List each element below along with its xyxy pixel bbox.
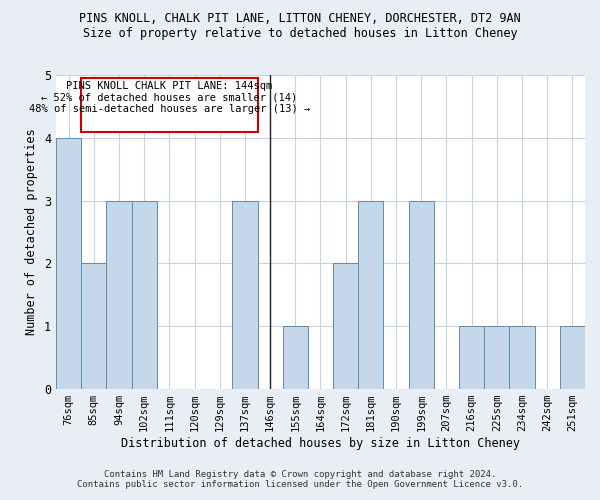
Bar	[560, 326, 585, 389]
Bar	[484, 326, 509, 389]
FancyBboxPatch shape	[81, 78, 257, 132]
Text: PINS KNOLL, CHALK PIT LANE, LITTON CHENEY, DORCHESTER, DT2 9AN: PINS KNOLL, CHALK PIT LANE, LITTON CHENE…	[79, 12, 521, 26]
Bar	[459, 326, 484, 389]
Bar	[106, 200, 131, 389]
Bar	[283, 326, 308, 389]
X-axis label: Distribution of detached houses by size in Litton Cheney: Distribution of detached houses by size …	[121, 437, 520, 450]
Bar	[409, 200, 434, 389]
Bar	[232, 200, 257, 389]
Bar	[81, 264, 106, 389]
Bar	[131, 200, 157, 389]
Text: Contains HM Land Registry data © Crown copyright and database right 2024.
Contai: Contains HM Land Registry data © Crown c…	[77, 470, 523, 489]
Text: PINS KNOLL CHALK PIT LANE: 144sqm
← 52% of detached houses are smaller (14)
48% : PINS KNOLL CHALK PIT LANE: 144sqm ← 52% …	[29, 80, 310, 114]
Text: Size of property relative to detached houses in Litton Cheney: Size of property relative to detached ho…	[83, 28, 517, 40]
Bar	[358, 200, 383, 389]
Bar	[509, 326, 535, 389]
Bar	[333, 264, 358, 389]
Y-axis label: Number of detached properties: Number of detached properties	[25, 128, 38, 336]
Bar	[56, 138, 81, 389]
